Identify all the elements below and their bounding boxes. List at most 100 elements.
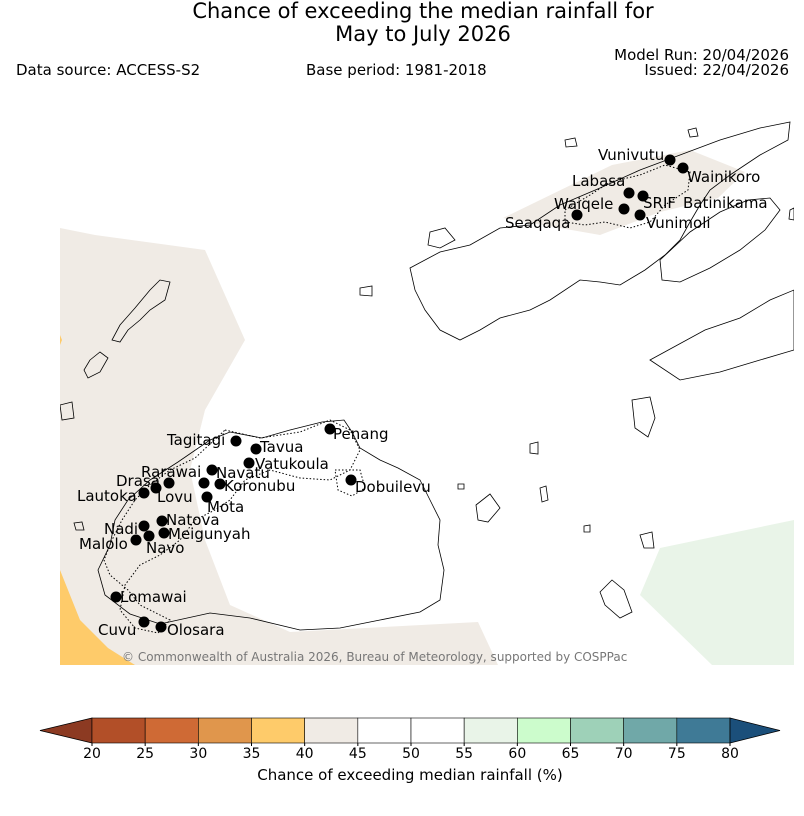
label-wainikoro: Wainikoro [687,168,760,186]
colorbar-segment [676,717,731,744]
colorbar-tick-label: 60 [508,746,526,762]
label-vunivutu: Vunivutu [598,146,664,164]
colorbar-over-arrow [729,717,781,744]
colorbar-tick-label: 35 [243,746,261,762]
colorbar-segment [198,717,252,744]
marker-navo [143,530,155,542]
colorbar-ticks: 20 25 30 35 40 45 50 55 60 65 70 75 80 [83,743,739,762]
marker-meigunyah [158,527,170,539]
label-seaqaqa: Seaqaqa [505,214,570,232]
coast-east-peninsula [649,289,794,381]
coast-vanua-levu [409,121,791,341]
label-meigunyah: Meigunyah [168,525,250,543]
marker-koronubu [214,478,226,490]
marker-labasa [623,187,635,199]
base-period: Base period: 1981-2018 [306,61,487,79]
label-nadi: Nadi [104,520,138,538]
colorbar-tick-label: 70 [615,746,633,762]
colorbar-tick-label: 75 [668,746,686,762]
label-tavua: Tavua [259,438,303,456]
coast-yasawa-2 [83,351,109,379]
coast-island-5 [529,441,539,455]
marker-drasa [163,477,175,489]
data-source: Data source: ACCESS-S2 [16,61,201,79]
colorbar-tick-label: 25 [136,746,154,762]
label-natova: Natova [166,511,220,529]
coast-island-1 [631,396,656,438]
label-malolo: Malolo [79,535,128,553]
colorbar-segment [357,717,412,744]
label-cuvu: Cuvu [98,621,136,639]
label-tagitagi: Tagitagi [166,431,225,449]
coast-small-north [564,137,578,148]
label-navo: Navo [146,539,184,557]
title-line-2: May to July 2026 [335,22,511,46]
colorbar-segment [623,717,678,744]
shade-55-60-southeast [640,520,794,665]
coast-ovalau [427,227,456,249]
city-labels: Vunivutu Wainikoro Labasa Waiqele SRIF B… [77,146,768,639]
label-vatukoula: Vatukoula [255,455,329,473]
coast-island-3 [359,285,373,297]
label-penang: Penang [333,425,388,443]
shade-30-35-west-sliver [60,335,62,345]
label-navatu: Navatu [216,464,270,482]
coast-small-north-2 [687,127,699,138]
marker-natova [156,515,168,527]
colorbar-tick-label: 20 [83,746,101,762]
coast-small-east [583,524,591,533]
colorbar-segment [304,717,359,744]
label-drasa: Drasa [116,472,160,490]
map-title: Chance of exceeding the median rainfall … [0,0,804,46]
marker-tavua [250,443,262,455]
catchment-vanua-levu [564,164,691,229]
colorbar-under-arrow [39,717,93,744]
colorbar-segment [144,717,199,744]
title-line-1: Chance of exceeding the median rainfall … [192,0,654,23]
marker-vatukoula [243,457,255,469]
colorbar: 20 25 30 35 40 45 50 55 60 65 70 75 80 Chance of exc… [39,717,781,784]
marker-malolo [130,534,142,546]
coast-west-edge [60,401,75,421]
marker-rarawai [206,464,218,476]
colorbar-tick-label: 50 [402,746,420,762]
marker-wainikoro [677,162,689,174]
marker-waiqele [618,203,630,215]
colorbar-segments [91,717,731,744]
colorbar-segment [463,717,518,744]
label-dobuilevu: Dobuilevu [355,478,431,496]
colorbar-tick-label: 65 [562,746,580,762]
coast-island-4 [539,485,549,503]
label-lomawai: Lomawai [120,588,187,606]
label-lovu: Lovu [157,488,193,506]
marker-mota [201,491,213,503]
marker-cuvu [138,616,150,628]
label-waiqele: Waiqele [554,195,613,213]
label-mota: Mota [207,498,244,516]
colorbar-segment [517,717,571,744]
marker-nadi [138,520,150,532]
marker-vunivutu [664,154,676,166]
label-batinikama: Batinikama [683,194,768,212]
city-markers [110,154,689,633]
marker-penang [324,423,336,435]
colorbar-title: Chance of exceeding median rainfall (%) [257,766,562,784]
colorbar-tick-label: 30 [189,746,207,762]
marker-olosara [155,621,167,633]
colorbar-tick-label: 55 [455,746,473,762]
marker-dobuilevu [345,474,357,486]
colorbar-segment [570,717,624,744]
marker-seaqaqa [571,209,583,221]
coast-small-right [788,207,794,221]
marker-srif [637,190,649,202]
coast-island-2 [475,493,501,523]
coast-yasawa [111,279,171,343]
colorbar-tick-label: 45 [349,746,367,762]
model-run: Model Run: 20/04/2026 [614,46,789,64]
marker-lautoka [138,487,150,499]
marker-tagitagi [230,435,242,447]
shade-40-45-west [60,228,498,665]
coast-island-6 [639,531,655,549]
label-lautoka: Lautoka [77,487,137,505]
